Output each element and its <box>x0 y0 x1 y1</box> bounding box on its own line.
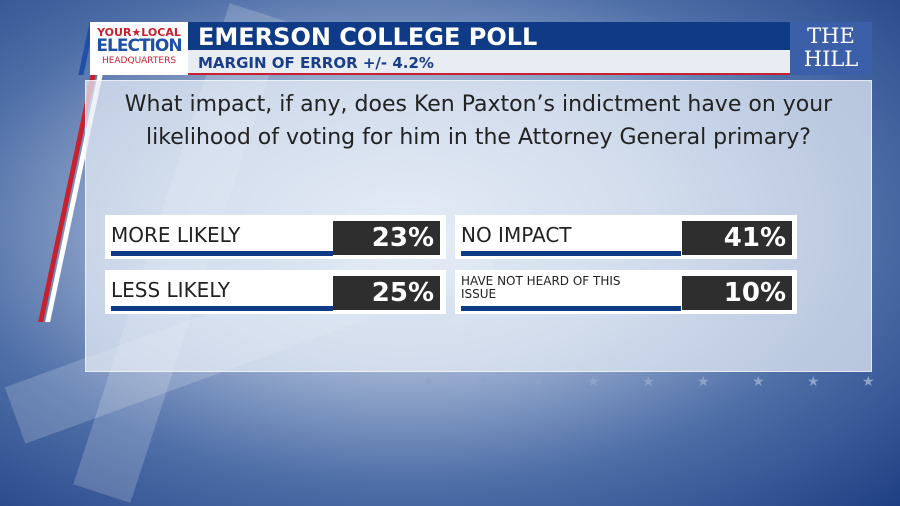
star-icon: ★ <box>807 374 820 390</box>
result-value: 10% <box>682 276 792 310</box>
label-underline <box>111 251 333 256</box>
result-value: 23% <box>333 221 440 255</box>
star-icon: ★ <box>477 374 490 390</box>
label-underline <box>461 306 681 311</box>
star-icon: ★ <box>587 374 600 390</box>
label-underline <box>461 251 681 256</box>
result-label: NO IMPACT <box>461 223 572 247</box>
result-value: 25% <box>333 276 440 310</box>
result-value: 41% <box>682 221 792 255</box>
result-label: HAVE NOT HEARD OF THIS ISSUE <box>461 274 621 301</box>
star-icon: ★ <box>862 374 875 390</box>
margin-of-error: MARGIN OF ERROR +/- 4.2% <box>188 50 790 75</box>
logo-line2: ELECTION <box>96 36 182 56</box>
result-card: HAVE NOT HEARD OF THIS ISSUE 10% <box>455 270 797 314</box>
brand-line2: HILL <box>803 47 859 71</box>
result-label: LESS LIKELY <box>111 278 231 302</box>
star-icon: ★ <box>697 374 710 390</box>
poll-question: What impact, if any, does Ken Paxton’s i… <box>124 92 833 150</box>
star-icon: ★ <box>532 374 545 390</box>
star-icon: ★ <box>752 374 765 390</box>
election-hq-logo: YOUR★LOCAL ELECTION HEADQUARTERS <box>90 22 188 75</box>
star-icon: ★ <box>422 374 435 390</box>
label-underline <box>111 306 333 311</box>
result-card: LESS LIKELY 25% <box>105 270 446 314</box>
result-label: MORE LIKELY <box>111 223 241 247</box>
logo-line3: HEADQUARTERS <box>101 56 177 66</box>
result-card: MORE LIKELY 23% <box>105 215 446 259</box>
the-hill-logo: THE HILL <box>790 22 872 75</box>
star-icon: ★ <box>642 374 655 390</box>
logo-line1: YOUR★LOCAL <box>97 26 181 39</box>
result-card: NO IMPACT 41% <box>455 215 797 259</box>
brand-line1: THE <box>807 24 855 48</box>
poll-title: EMERSON COLLEGE POLL <box>188 22 790 51</box>
